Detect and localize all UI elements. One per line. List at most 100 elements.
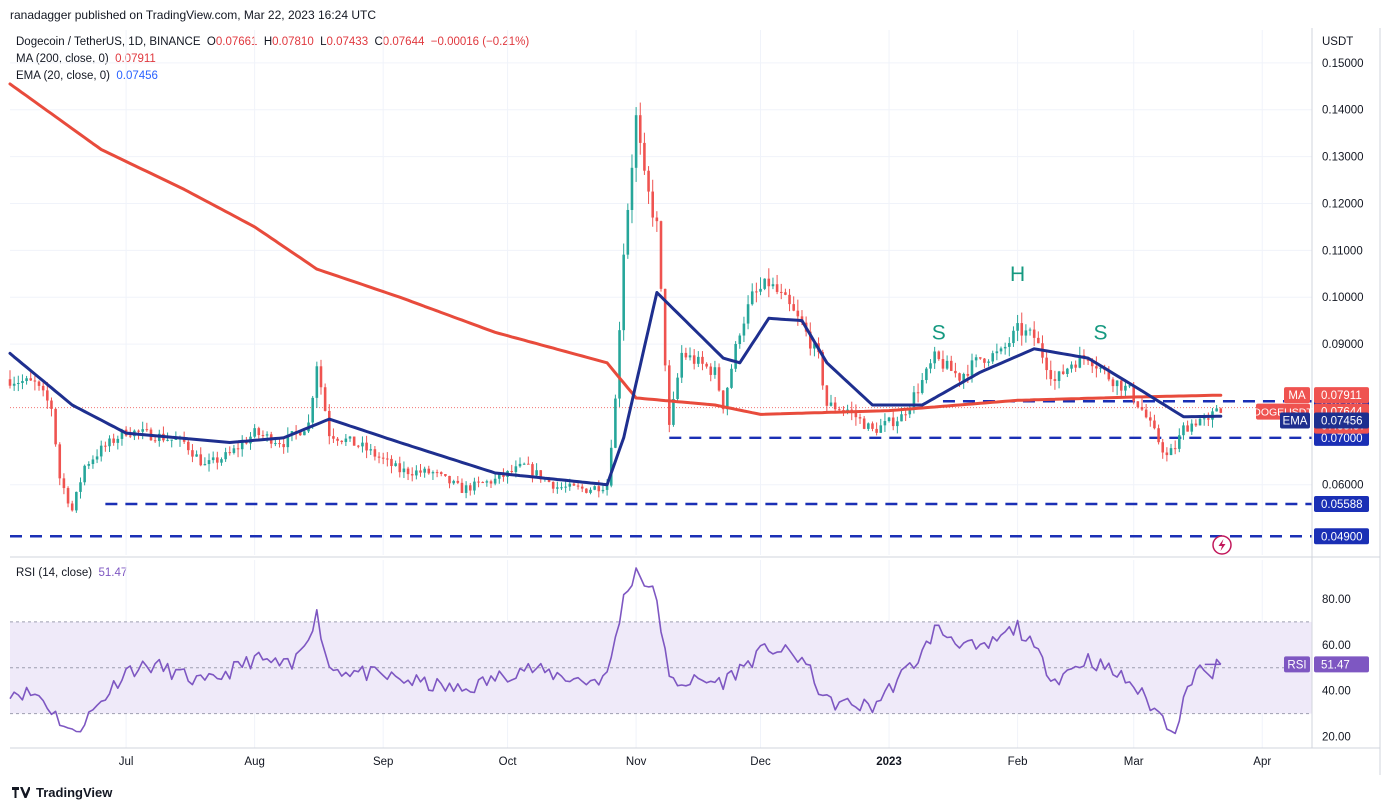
candle-body [265,434,269,436]
candle [684,347,688,360]
candle [808,322,812,356]
candle-body [423,468,426,473]
time-tick-label: Apr [1253,756,1271,768]
candle [199,447,203,467]
candle-body [79,482,82,492]
candle-body [560,487,563,489]
candle-body [278,443,281,445]
candle [108,435,111,452]
candle-body [112,438,115,443]
candle-body [912,392,916,408]
level-value-0.05588-text: 0.05588 [1321,499,1363,511]
candle [1186,420,1189,432]
time-tick-label: Jul [119,756,134,768]
candle [460,478,464,494]
candle-body [41,385,45,391]
price-tick-label: 0.11000 [1322,245,1363,257]
candle [829,394,833,407]
ema-legend-value: 0.07456 [116,70,158,82]
candle-body [170,439,173,441]
price-axis[interactable]: USDT 0.15000 0.14000 0.13000 0.12000 0.11000 0… [1322,36,1364,492]
candle [99,440,103,462]
candle [688,347,692,361]
price-gridlines [10,30,1312,748]
candle-body [386,458,389,460]
candle [879,418,883,433]
candle-body [958,373,961,381]
candle-body [286,434,290,448]
candle-body [327,410,331,437]
candle [112,433,115,446]
ema-legend[interactable]: EMA (20, close, 0) 0.07456 [16,70,158,82]
candle [858,413,862,424]
time-axis[interactable]: Jul Aug Sep Oct Nov Dec 2023 Feb Mar Apr [119,756,1272,768]
candle-body [697,356,700,364]
candle-body [87,464,91,466]
price-tick-label: 0.06000 [1322,480,1364,492]
candle [1024,324,1028,343]
candle [1144,404,1148,419]
time-tick-label: Nov [626,756,647,768]
candle-body [991,353,995,362]
candle [750,283,754,306]
candle [697,351,700,368]
candle [340,440,344,445]
rsi-tick-label: 20.00 [1322,732,1351,744]
ema-badge-box [1314,412,1369,429]
candle [871,421,874,432]
candle [887,416,891,423]
candle-body [556,487,559,489]
candle [974,354,978,368]
candle-body [522,463,526,465]
candle [79,477,82,499]
candle-body [630,167,634,210]
tradingview-footer[interactable]: TradingView [12,785,112,800]
candle [224,447,227,462]
candle [1182,422,1185,440]
price-tick-label: 0.15000 [1322,58,1364,70]
candle-body [668,365,671,425]
ema-badge-value: 0.07456 [1321,415,1363,427]
candle [1136,401,1140,409]
candle [522,462,526,465]
rsi-axis[interactable]: 80.00 60.00 40.00 20.00 [1322,594,1351,744]
candle [253,424,256,439]
candle-body [875,428,878,433]
candle [609,439,613,488]
rsi-legend[interactable]: RSI (14, close) 51.47 [16,567,127,579]
candle-body [1153,420,1156,429]
candle-body [854,411,858,418]
candle [336,437,339,446]
candle-body [970,360,974,376]
ohlc-open: 0.07661 [215,36,258,48]
candle-body [597,486,601,492]
candle [1140,398,1144,411]
candle-body [319,366,323,388]
candle [1107,366,1111,382]
candle [402,461,406,479]
candle-body [1144,409,1148,418]
candle-body [1207,418,1210,420]
candle [228,446,232,456]
candle-body [962,373,965,381]
candle [104,441,107,452]
candle [307,414,310,433]
candle-body [298,431,302,436]
pattern-label-s: S [1094,321,1108,344]
symbol-legend[interactable]: Dogecoin / TetherUS, 1D, BINANCE O0.0766… [16,36,529,48]
candle-body [838,409,841,411]
candle [1207,412,1210,427]
candle [659,220,663,292]
candle-body [373,449,377,457]
candle [941,350,945,373]
candle [775,274,779,295]
candle-body [746,304,750,324]
candle-body [846,409,849,411]
candle [730,364,733,389]
ma200-polyline [8,82,1223,416]
candle-body [224,452,227,460]
candle-body [402,468,406,473]
ma-legend[interactable]: MA (200, close, 0) 0.07911 [16,53,156,65]
ema20-line [8,291,1223,487]
price-chart[interactable]: S H S USDT 0.15000 0.14000 0.13000 0.12000 0.11… [0,0,1390,780]
